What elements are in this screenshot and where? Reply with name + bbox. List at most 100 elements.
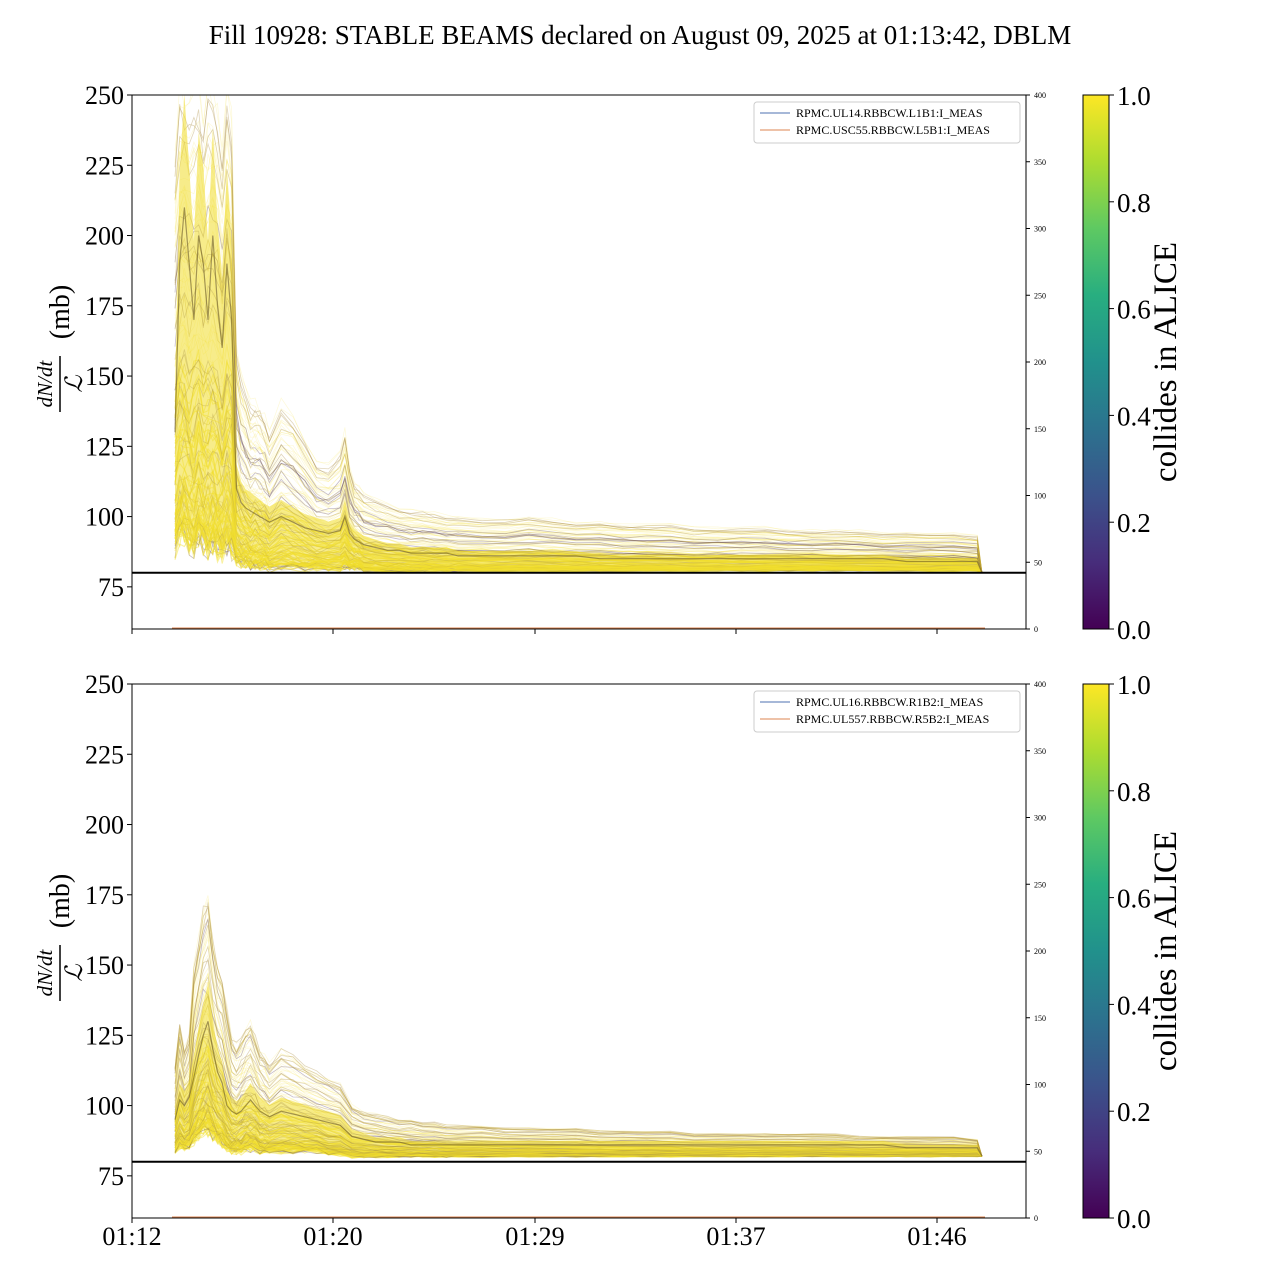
colorbar-tick-label: 1.0 [1117,81,1151,111]
y-label-unit: (mb) [45,285,76,339]
colorbar-tick-label: 0.6 [1117,295,1151,325]
trace-line [174,1122,983,1158]
trace-line [174,1128,983,1159]
figure-title: Fill 10928: STABLE BEAMS declared on Aug… [209,20,1072,50]
trace-line [174,138,983,573]
legend-label: RPMC.UL16.RBBCW.R1B2:I_MEAS [796,695,983,709]
trace-line [174,957,983,1157]
trace-line [174,178,983,573]
y-tick-label: 150 [85,362,124,391]
trace-line [174,981,983,1157]
trace-line [174,174,983,573]
colorbar-tick-label: 0.8 [1117,188,1151,218]
trace-line [174,134,983,573]
trace-line [174,109,983,573]
trace-line [174,945,983,1157]
right-y-tick-label: 150 [1034,425,1046,434]
right-y-tick-label: 300 [1034,225,1046,234]
colorbar: 0.0 0.2 0.4 0.6 0.8 1.0 collides in ALICE [1082,81,1184,645]
trace-line [174,99,983,573]
trace-core-band [175,95,982,573]
colorbar-tick-label: 0.2 [1117,1097,1151,1127]
trace-core-band [175,983,982,1157]
trace-line [174,919,983,1157]
colorbar-tick-label: 0.4 [1117,990,1151,1020]
trace-line [174,934,983,1157]
trace-line [174,120,983,573]
trace-line [174,153,983,573]
trace-line [174,911,983,1157]
legend-label: RPMC.UL557.RBBCW.R5B2:I_MEAS [796,712,989,726]
trace-line [174,902,983,1157]
trace-line [174,960,983,1157]
trace-line [174,95,983,573]
trace-line [174,121,983,573]
right-y-tick-label: 200 [1034,947,1046,956]
trace-line [174,921,983,1157]
right-y-tick-label: 250 [1034,880,1046,889]
colorbar-tick-label: 0.6 [1117,884,1151,914]
trace-line [174,141,983,573]
legend-box [753,690,1021,733]
x-tick-label: 01:37 [706,1222,765,1251]
trace-median [174,1021,983,1157]
trace-group [174,95,983,574]
trace-line [174,971,983,1157]
right-y-tick-label: 50 [1034,558,1042,567]
y-tick-label: 150 [85,951,124,980]
y-label-denominator: ℒ [62,375,88,393]
right-y-tick-label: 200 [1034,358,1046,367]
trace-line [174,932,983,1157]
y-tick-label: 100 [85,503,124,532]
y-tick-label: 75 [98,1162,124,1191]
trace-line [174,190,983,573]
colorbar-tick-label: 0.8 [1117,777,1151,807]
y-label-numerator: dN/dt [33,360,57,408]
right-y-tick-label: 100 [1034,1081,1046,1090]
right-y-tick-label: 100 [1034,492,1046,501]
trace-line [174,97,983,573]
colorbar-gradient [1082,94,1110,630]
y-tick-label: 200 [85,222,124,251]
legend-label: RPMC.UL14.RBBCW.L1B1:I_MEAS [796,106,983,120]
x-tick-label: 01:12 [102,1222,161,1251]
y-tick-label: 225 [85,151,124,180]
trace-line [174,145,983,573]
colorbar-tick-label: 0.4 [1117,401,1151,431]
trace-line [174,924,983,1157]
y-tick-label: 250 [85,670,124,699]
y-label-denominator: ℒ [62,964,88,982]
y-label-numerator: dN/dt [33,949,57,997]
chart-panel-top: 75 100 125 150 175 200 225 250 0 50 100 150 200 250 30… [33,81,1184,645]
trace-line [174,944,983,1157]
trace-line [174,899,983,1157]
trace-line [174,146,983,573]
trace-line [174,909,983,1157]
right-y-tick-label: 0 [1034,1214,1038,1223]
trace-group [174,895,983,1159]
trace-median [174,207,983,574]
y-axis-label: dN/dt ℒ (mb) [33,285,88,412]
y-tick-label: 125 [85,432,124,461]
legend: RPMC.UL16.RBBCW.R1B2:I_MEAS RPMC.UL557.RB… [753,690,1021,733]
right-y-tick-label: 50 [1034,1147,1042,1156]
colorbar-label: collides in ALICE [1148,831,1184,1071]
trace-line [174,895,983,1157]
colorbar-label: collides in ALICE [1148,242,1184,482]
trace-line [174,905,983,1157]
colorbar-tick-label: 0.0 [1117,1204,1151,1234]
legend-box [753,101,1021,144]
x-tick-label: 01:20 [303,1222,362,1251]
right-y-tick-label: 400 [1034,91,1046,100]
right-y-tick-label: 150 [1034,1014,1046,1023]
trace-line [174,205,983,573]
colorbar-tick-label: 1.0 [1117,670,1151,700]
trace-line [174,928,983,1157]
colorbar-tick-label: 0.2 [1117,508,1151,538]
trace-line [174,146,983,573]
y-tick-label: 225 [85,740,124,769]
y-tick-label: 75 [98,573,124,602]
right-y-tick-label: 350 [1034,747,1046,756]
trace-line [174,193,983,573]
